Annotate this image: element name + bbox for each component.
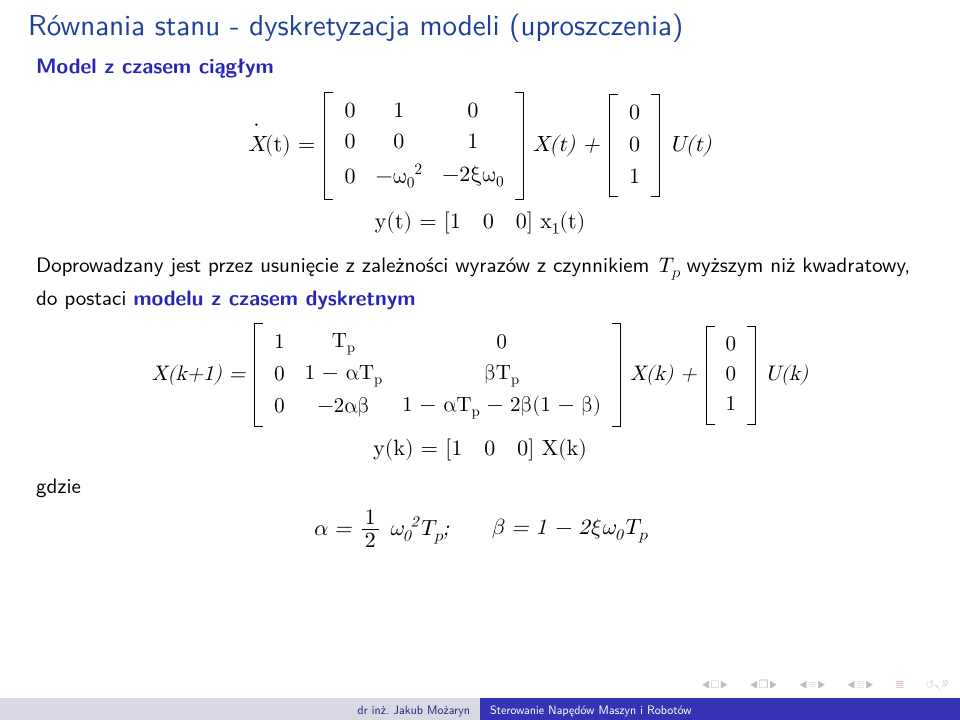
text: α = xyxy=(313,518,352,540)
nav-back-forward-icon[interactable]: ↺৲୬ xyxy=(926,675,948,694)
var-X: X xyxy=(249,134,266,156)
slide-title: Równania stanu - dyskretyzacja modeli (u… xyxy=(0,0,960,41)
cell: 1 − αTp xyxy=(295,359,393,391)
cell: 1 xyxy=(365,96,432,128)
equation-xk1: X(k+1) = 1Tp0 01 − αTpβTp 0−2αβ1 − αTp −… xyxy=(36,325,924,425)
text: Doprowadzany jest przez usunięcie z zale… xyxy=(36,249,656,279)
footer: dr inż. Jakub Możaryn Sterowanie Napędów… xyxy=(0,698,960,720)
nav-frame-icon[interactable]: ◀❐▶ xyxy=(750,678,777,692)
equation-y-disc: y(k) = [1 0 0] X(k) xyxy=(36,435,924,465)
footer-author: dr inż. Jakub Możaryn xyxy=(0,698,480,720)
footer-title: Sterowanie Napędów Maszyn i Robotów xyxy=(480,698,960,720)
cell: 0 xyxy=(334,127,365,159)
nav-subsection-icon[interactable]: ◀≡▶ xyxy=(799,678,825,691)
numerator: 1 xyxy=(362,507,379,530)
fraction-half: 1 2 xyxy=(362,507,379,552)
var-Tp: Tp xyxy=(656,256,679,277)
cell: −2αβ xyxy=(295,391,393,423)
equation-alpha-beta: α = 1 2 ω02Tp; β = 1 − 2ξω0Tp xyxy=(36,507,924,552)
eq1-mid: X(t) + xyxy=(533,134,600,156)
cell: 0 xyxy=(334,96,365,128)
cell: 0 xyxy=(432,96,514,128)
footer-title-text: Sterowanie Napędów Maszyn i Robotów xyxy=(490,700,692,718)
paragraph-transition: Doprowadzany jest przez usunięcie z zale… xyxy=(36,250,924,311)
cell: 1 xyxy=(432,127,514,159)
cell: 0 xyxy=(619,130,650,162)
cell: 0 xyxy=(334,159,365,196)
heading-model-continuous: Model z czasem ciągłym xyxy=(36,51,924,79)
slide-body: Model z czasem ciągłym X(t) = 010 001 0−… xyxy=(0,41,960,552)
eq3-tail: U(k) xyxy=(765,364,808,385)
label-gdzie: gdzie xyxy=(36,471,924,499)
nav-slide-icon[interactable]: ◀□▶ xyxy=(702,678,728,691)
cell: 1 xyxy=(619,162,650,194)
cell: 1 xyxy=(716,390,747,420)
matrix-B-disc: 0 0 1 xyxy=(706,328,757,423)
denominator: 2 xyxy=(362,530,379,552)
cell: 0 xyxy=(264,359,295,391)
equation-y-cont: y(t) = [1 0 0] x1(t) xyxy=(36,208,924,240)
matrix-A-disc: 1Tp0 01 − αTpβTp 0−2αβ1 − αTp − 2β(1 − β… xyxy=(254,325,621,425)
cell: 0 xyxy=(716,360,747,390)
eq1-tail: U(t) xyxy=(669,134,711,156)
cell: βTp xyxy=(392,359,611,391)
beamer-nav-symbols: ◀□▶ ◀❐▶ ◀≡▶ ◀≣▶ ≣ ↺৲୬ xyxy=(702,675,948,694)
heading-model-discrete: modelu z czasem dyskretnym xyxy=(133,282,415,312)
text: β = 1 − 2ξω0Tp xyxy=(492,517,648,539)
cell: 0 xyxy=(716,330,747,360)
cell: Tp xyxy=(295,327,393,359)
nav-section-icon[interactable]: ◀≣▶ xyxy=(847,678,873,691)
footer-author-text: dr inż. Jakub Możaryn xyxy=(357,700,470,718)
eq1-lhs-arg: (t) = xyxy=(265,134,315,156)
cell: 1 − αTp − 2β(1 − β) xyxy=(392,391,611,423)
cell: 0 xyxy=(365,127,432,159)
text: ω02Tp; xyxy=(389,518,449,540)
cell: −2ξω0 xyxy=(432,159,514,196)
matrix-A-cont: 010 001 0−ω02−2ξω0 xyxy=(324,94,523,198)
slide: Równania stanu - dyskretyzacja modeli (u… xyxy=(0,0,960,720)
matrix-B-cont: 0 0 1 xyxy=(609,96,660,195)
cell: 0 xyxy=(264,391,295,423)
equation-xdot: X(t) = 010 001 0−ω02−2ξω0 X(t) + 0 0 1 xyxy=(36,94,924,198)
eq3-mid: X(k) + xyxy=(630,364,697,385)
cell: 1 xyxy=(264,327,295,359)
nav-presentation-icon[interactable]: ≣ xyxy=(895,678,904,691)
cell: 0 xyxy=(619,98,650,130)
eq3-lhs: X(k+1) = xyxy=(152,364,245,385)
cell: −ω02 xyxy=(365,159,432,196)
cell: 0 xyxy=(392,327,611,359)
